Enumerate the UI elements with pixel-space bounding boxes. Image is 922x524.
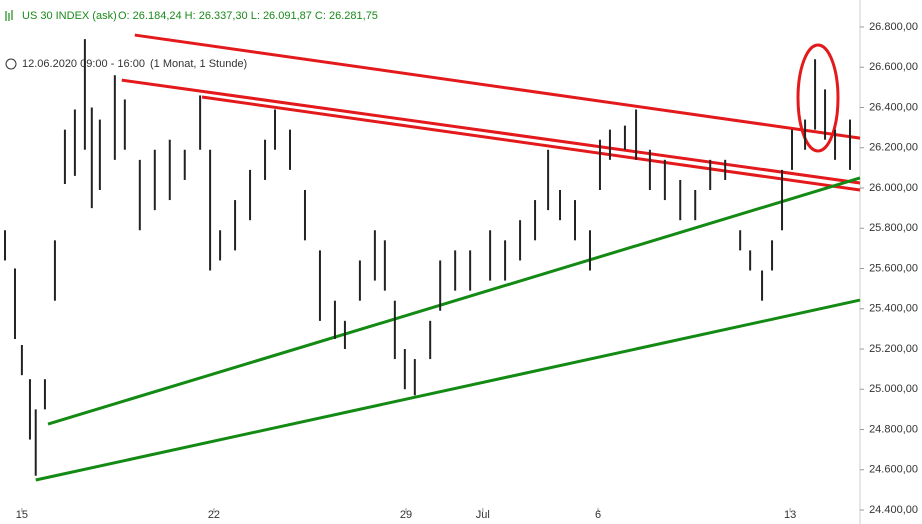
y-tick-label: 25.400,00: [869, 303, 918, 315]
quote: O: 26.184,24 H: 26.337,30 L: 26.091,87 C…: [118, 10, 378, 22]
x-tick-label: Jul: [476, 509, 490, 521]
y-tick-label: 24.800,00: [869, 423, 918, 435]
instrument: US 30 INDEX (ask): [22, 10, 117, 22]
trend-line: [201, 95, 861, 192]
y-tick-label: 25.000,00: [869, 383, 918, 395]
y-tick-label: 25.600,00: [869, 262, 918, 274]
y-tick-label: 26.200,00: [869, 142, 918, 154]
x-tick-label: 15: [16, 509, 28, 521]
trend-line: [121, 78, 861, 185]
trend-line: [35, 298, 861, 482]
range-note: (1 Monat, 1 Stunde): [150, 58, 247, 70]
clock-icon: [5, 58, 17, 70]
y-tick-label: 26.600,00: [869, 61, 918, 73]
y-tick-label: 25.800,00: [869, 222, 918, 234]
y-tick-label: 24.400,00: [869, 504, 918, 516]
y-tick-label: 25.200,00: [869, 343, 918, 355]
period: 12.06.2020 09:00 - 16:00: [22, 58, 145, 70]
x-tick-label: 22: [208, 509, 220, 521]
y-tick-label: 24.600,00: [869, 464, 918, 476]
instrument-icon: [5, 10, 13, 21]
x-tick-label: 29: [400, 509, 412, 521]
y-tick-label: 26.000,00: [869, 182, 918, 194]
x-tick-label: 13: [784, 509, 796, 521]
y-tick-label: 26.800,00: [869, 21, 918, 33]
trend-line: [134, 33, 861, 140]
x-tick-label: 6: [595, 509, 601, 521]
y-tick-label: 26.400,00: [869, 101, 918, 113]
highlight-ellipse: [796, 43, 840, 153]
trend-line: [47, 176, 861, 426]
